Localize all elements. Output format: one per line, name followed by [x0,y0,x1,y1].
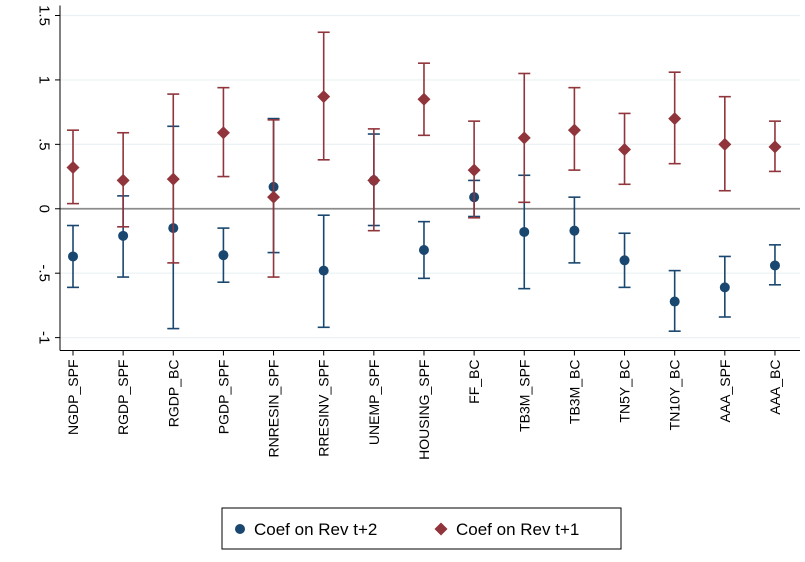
x-category-labels: NGDP_SPF RGDP_SPF RGDP_BC PGDP_SPF RNRESIN_S… [65,359,783,459]
x-category-label: AAA_SPF [717,360,733,423]
data-point [768,140,782,154]
data-point [519,226,530,237]
data-point [418,245,429,255]
x-category-label: TN5Y_BC [617,360,633,423]
y-tick-label: 0 [36,205,53,213]
x-category-label: UNEMP_SPF [366,360,382,446]
x-category-label: TB3M_BC [566,360,582,425]
data-point [567,123,581,137]
data-point [669,296,680,307]
y-tick-label: 1.5 [36,5,53,26]
data-point [318,265,329,276]
data-point [116,173,130,187]
data-point [769,260,780,271]
data-point [417,92,431,106]
data-point [118,230,129,241]
data-point [668,112,682,126]
y-tick-label: -.5 [36,264,53,282]
y-tick-label: .5 [36,138,53,151]
data-point [467,163,481,177]
data-point [618,143,632,156]
x-category-label: NGDP_SPF [65,360,81,435]
data-point [166,172,180,186]
x-category-label: PGDP_SPF [215,360,231,435]
gridlines [60,14,800,339]
data-point [367,173,381,187]
x-category-label: RNRESIN_SPF [266,360,282,458]
legend-label-rev-t1: Coef on Rev t+1 [456,520,579,539]
x-category-label: RGDP_SPF [115,360,131,435]
data-point [218,250,229,261]
x-category-label: AAA_BC [767,360,783,415]
data-point [619,255,630,266]
data-point [317,90,331,104]
y-tick-label: -1 [36,331,53,344]
y-tick-label: 1 [36,76,53,84]
data-point [569,225,580,236]
x-category-label: RRESINV_SPF [316,360,332,457]
series-rev-t2 [67,117,781,332]
x-category-label: FF_BC [466,360,482,404]
x-category-label: TN10Y_BC [667,360,683,431]
data-point [216,126,230,140]
data-point [719,282,730,293]
legend-marker-rev-t2 [235,524,245,534]
y-axis [55,5,800,356]
legend-label-rev-t2: Coef on Rev t+2 [254,520,377,539]
legend: Coef on Rev t+2 Coef on Rev t+1 [221,507,622,550]
data-point [267,190,281,204]
x-category-label: RGDP_BC [165,360,181,428]
data-point [517,131,531,145]
data-point [68,251,78,262]
legend-box [221,507,622,550]
data-point [718,137,732,151]
x-category-label: HOUSING_SPF [416,359,432,459]
data-point [66,161,80,175]
x-category-label: TB3M_SPF [516,360,532,432]
series-rev-t1 [66,31,782,278]
legend-marker-rev-t1 [434,522,448,536]
y-tick-labels: -1 -.5 0 .5 1 1.5 [36,5,53,344]
chart-marks [66,31,782,332]
